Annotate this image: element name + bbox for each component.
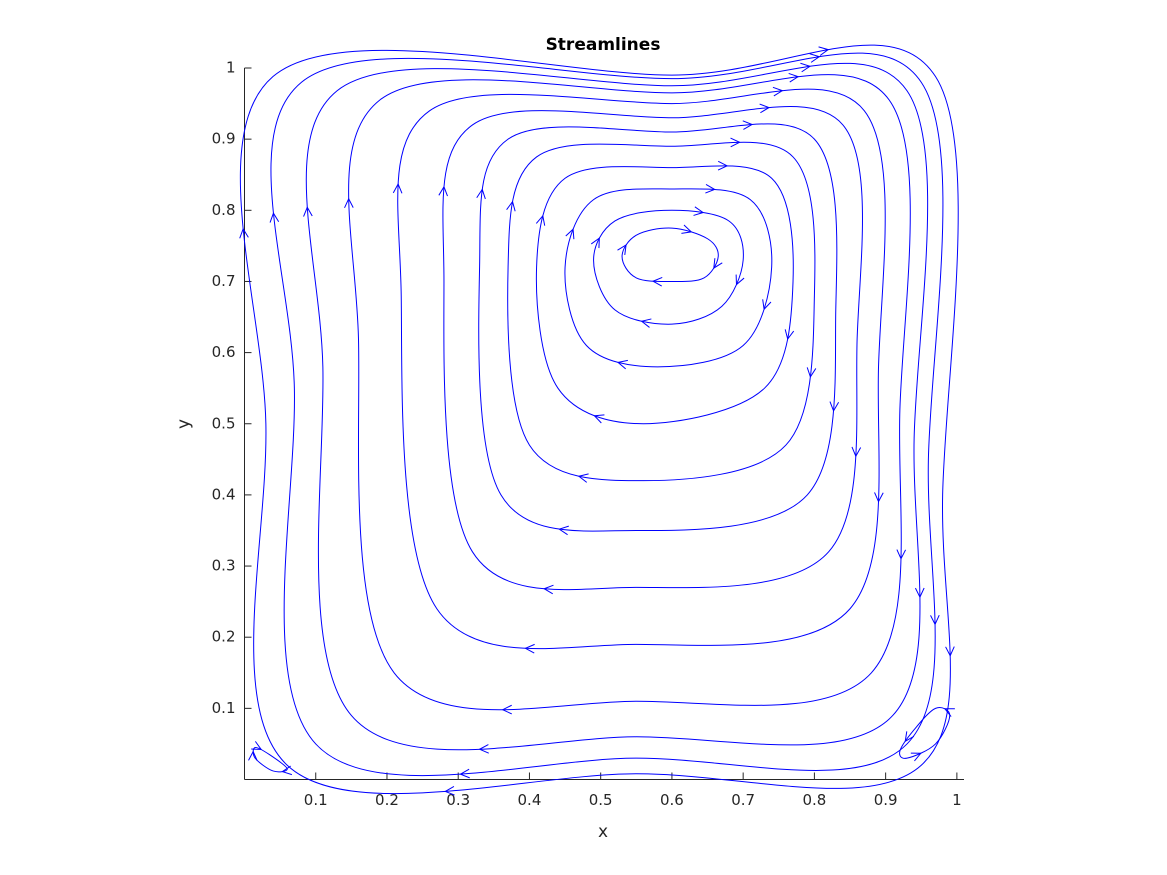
y-tick-label: 0.2 [212, 628, 236, 646]
y-tick-label: 0.5 [212, 414, 236, 432]
y-tick-label: 0.7 [212, 272, 236, 290]
y-tick-label: 1 [226, 59, 236, 77]
x-tick-label: 0.8 [802, 791, 826, 809]
x-tick-label: 0.1 [304, 791, 328, 809]
x-tick-label: 0.5 [589, 791, 613, 809]
x-tick-label: 0.6 [660, 791, 684, 809]
chart-title: Streamlines [546, 35, 661, 55]
x-tick-label: 0.2 [375, 791, 399, 809]
streamline [564, 188, 773, 368]
y-tick-label: 0.6 [212, 343, 236, 361]
streamline [348, 74, 911, 711]
streamline [593, 209, 744, 325]
x-axis-label: x [598, 822, 608, 842]
y-axis-label: y [174, 419, 194, 429]
y-tick-label: 0.1 [212, 699, 236, 717]
x-tick-label: 0.3 [446, 791, 470, 809]
x-tick-label: 0.4 [518, 791, 542, 809]
streamline [442, 106, 863, 591]
x-tick-label: 0.9 [874, 791, 898, 809]
x-tick-label: 1 [952, 791, 962, 809]
y-tick-label: 0.8 [212, 201, 236, 219]
y-tick-label: 0.3 [212, 557, 236, 575]
streamline [305, 62, 929, 751]
streamline [535, 165, 794, 425]
y-tick-label: 0.9 [212, 130, 236, 148]
streamline [270, 52, 944, 776]
streamline [239, 44, 959, 795]
y-tick-label: 0.4 [212, 485, 236, 503]
streamline [397, 88, 886, 650]
streamline [252, 746, 288, 773]
x-tick-label: 0.7 [731, 791, 755, 809]
streamline [478, 123, 838, 532]
streamline [507, 141, 816, 482]
streamline [899, 707, 951, 759]
streamline [621, 227, 719, 282]
